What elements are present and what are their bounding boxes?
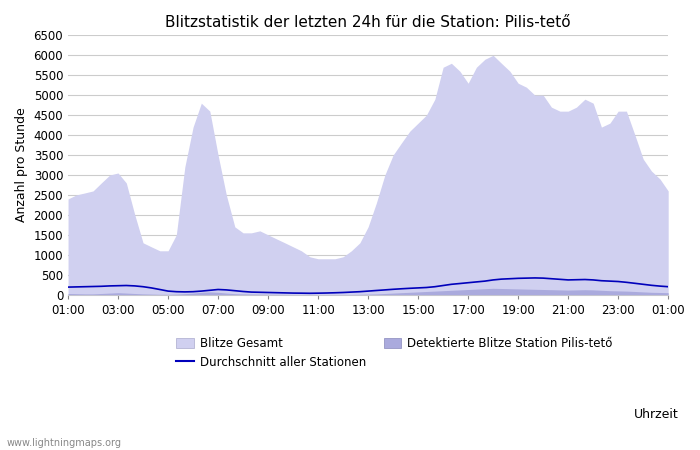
Y-axis label: Anzahl pro Stunde: Anzahl pro Stunde [15, 108, 28, 222]
Title: Blitzstatistik der letzten 24h für die Station: Pilis-tető: Blitzstatistik der letzten 24h für die S… [165, 15, 571, 30]
Text: www.lightningmaps.org: www.lightningmaps.org [7, 438, 122, 448]
Legend: Blitze Gesamt, Durchschnitt aller Stationen, Detektierte Blitze Station Pilis-te: Blitze Gesamt, Durchschnitt aller Statio… [176, 337, 612, 369]
Text: Uhrzeit: Uhrzeit [634, 408, 679, 421]
